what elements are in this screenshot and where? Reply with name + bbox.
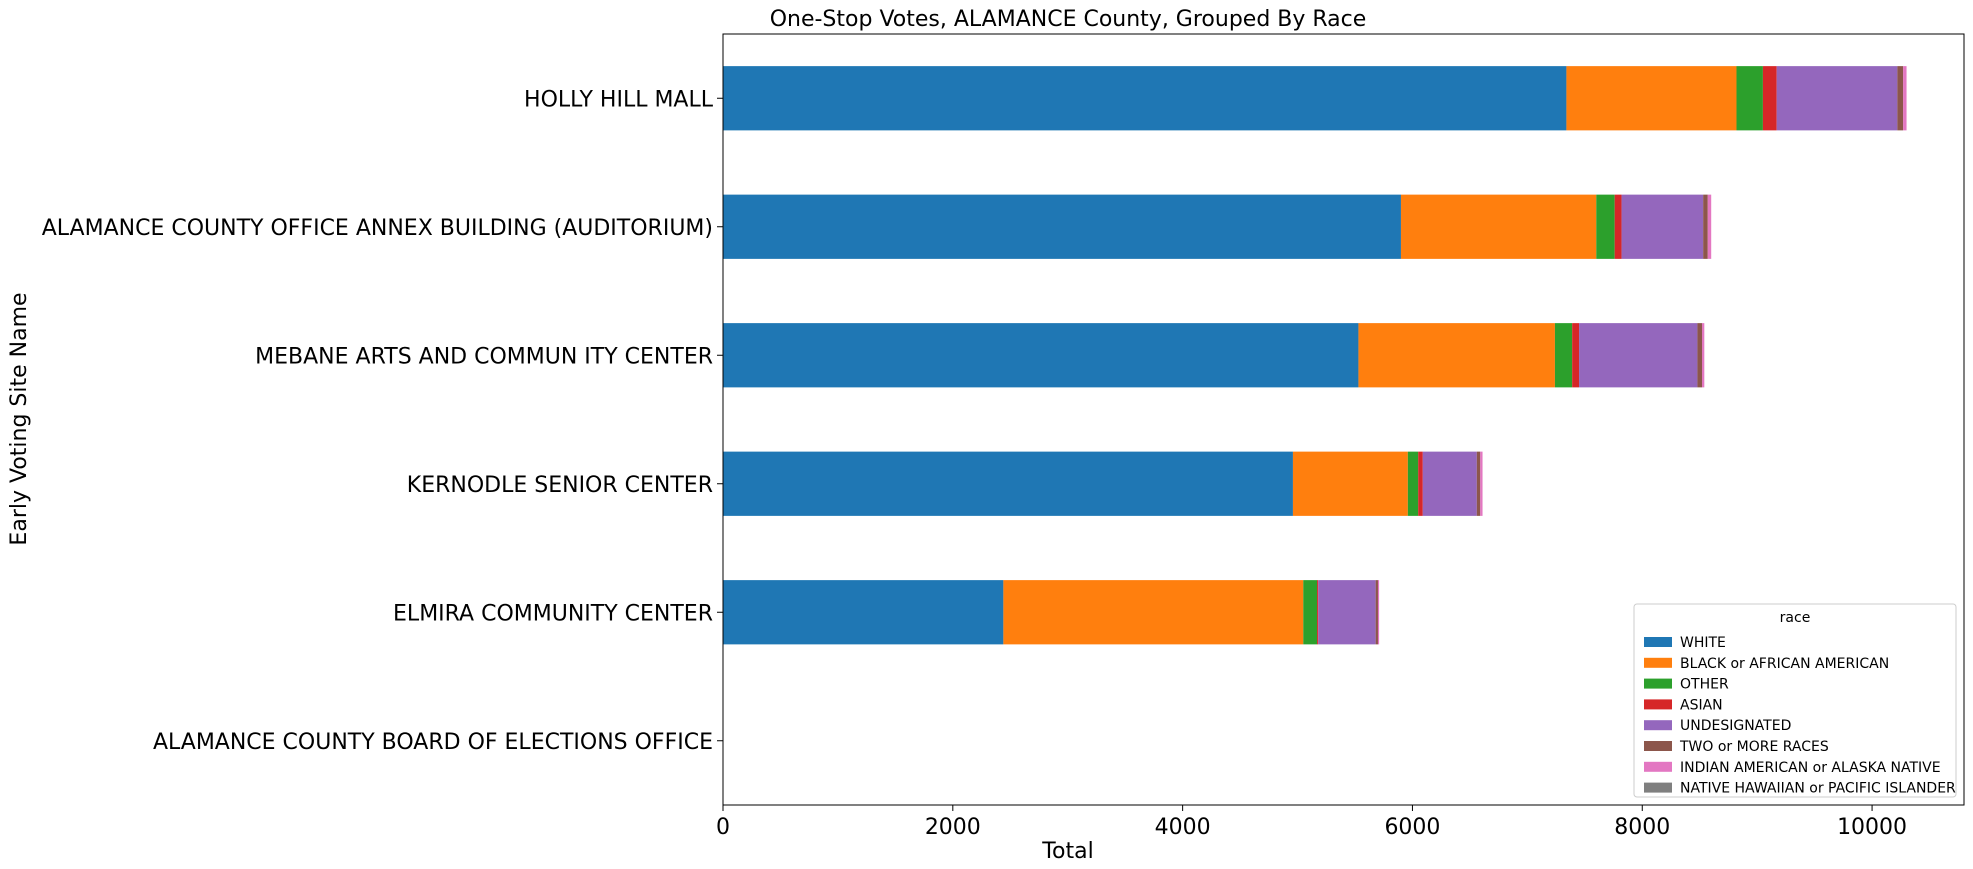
bar-segment bbox=[1303, 580, 1318, 645]
x-ticks-group: 0 2000 4000 6000 8000 10000 bbox=[716, 805, 1907, 840]
bar-segment bbox=[1897, 66, 1904, 131]
legend-label: TWO or MORE RACES bbox=[1679, 739, 1829, 755]
bar-segment bbox=[1317, 580, 1319, 645]
site-label: KERNODLE SENIOR CENTER bbox=[407, 473, 713, 498]
legend-label: WHITE bbox=[1680, 635, 1726, 651]
bar-segment bbox=[1614, 194, 1622, 259]
bar-segment bbox=[1418, 451, 1423, 516]
bar-segment bbox=[1566, 66, 1737, 131]
legend-box bbox=[1633, 603, 1957, 798]
legend-label: ASIAN bbox=[1680, 697, 1723, 713]
bar-segment bbox=[1480, 451, 1483, 516]
x-axis-title: Total bbox=[1041, 839, 1093, 864]
bar-segment bbox=[1318, 580, 1376, 645]
bar-segment bbox=[1697, 323, 1703, 388]
y-axis-title: Early Voting Site Name bbox=[7, 292, 32, 545]
bar-segment bbox=[1707, 194, 1712, 259]
bars-group bbox=[723, 66, 1907, 645]
x-tick-label: 6000 bbox=[1384, 815, 1440, 840]
legend-title: race bbox=[1780, 610, 1811, 626]
bar-segment bbox=[1596, 194, 1615, 259]
site-label: ALAMANCE COUNTY OFFICE ANNEX BUILDING (A… bbox=[42, 216, 713, 241]
legend-swatch bbox=[1644, 782, 1672, 793]
site-label: HOLLY HILL MALL bbox=[524, 87, 714, 112]
bar-segment bbox=[1422, 451, 1477, 516]
legend-swatch bbox=[1644, 699, 1672, 710]
legend-label: OTHER bbox=[1680, 677, 1729, 693]
bar-segment bbox=[723, 66, 1567, 131]
bar-segment bbox=[723, 194, 1401, 259]
legend-label: NATIVE HAWAIIAN or PACIFIC ISLANDER bbox=[1680, 781, 1956, 797]
bar-segment bbox=[1702, 323, 1705, 388]
legend-label: UNDESIGNATED bbox=[1680, 718, 1791, 734]
bar-segment bbox=[723, 323, 1359, 388]
x-tick-label: 10000 bbox=[1837, 815, 1907, 840]
legend-swatch bbox=[1644, 761, 1672, 772]
bar-segment bbox=[1554, 323, 1573, 388]
site-label: ALAMANCE COUNTY BOARD OF ELECTIONS OFFIC… bbox=[153, 730, 713, 755]
legend-swatch bbox=[1644, 637, 1672, 647]
x-tick-label: 4000 bbox=[1155, 815, 1211, 840]
legend-swatch bbox=[1644, 741, 1672, 751]
legend-label: INDIAN AMERICAN or ALASKA NATIVE bbox=[1680, 760, 1941, 776]
bar-segment bbox=[1703, 194, 1708, 259]
bar-segment bbox=[1572, 323, 1580, 388]
bar-segment bbox=[1762, 66, 1777, 131]
x-tick-label: 0 bbox=[716, 815, 730, 840]
site-labels-group: HOLLY HILL MALL ALAMANCE COUNTY OFFICE AN… bbox=[42, 87, 723, 755]
legend-swatch bbox=[1644, 720, 1672, 731]
bar-segment bbox=[1407, 451, 1419, 516]
bar-segment bbox=[1736, 66, 1763, 131]
site-label: MEBANE ARTS AND COMMUN ITY CENTER bbox=[255, 344, 713, 369]
bar-segment bbox=[1003, 580, 1304, 645]
x-tick-label: 2000 bbox=[925, 815, 981, 840]
bar-segment bbox=[1579, 323, 1698, 388]
x-tick-label: 8000 bbox=[1614, 815, 1670, 840]
legend-label: BLACK or AFRICAN AMERICAN bbox=[1680, 656, 1889, 672]
bar-segment bbox=[723, 451, 1293, 516]
bar-segment bbox=[1358, 323, 1555, 388]
legend-swatch bbox=[1644, 657, 1672, 668]
site-label: ELMIRA COMMUNITY CENTER bbox=[393, 601, 713, 626]
legend: race WHITE BLACK or AFRICAN AMERICAN OTHER A… bbox=[1633, 603, 1957, 798]
bar-segment bbox=[1621, 194, 1704, 259]
bar-segment bbox=[1292, 451, 1408, 516]
chart-title: One-Stop Votes, ALAMANCE County, Grouped… bbox=[770, 7, 1367, 32]
bar-segment bbox=[723, 580, 1004, 645]
bar-segment bbox=[1400, 194, 1597, 259]
bar-segment bbox=[1377, 580, 1380, 645]
bar-segment bbox=[1375, 580, 1378, 645]
legend-swatch bbox=[1644, 678, 1672, 689]
bar-segment bbox=[1903, 66, 1907, 131]
bar-segment bbox=[1476, 451, 1481, 516]
plot-frame bbox=[722, 33, 1965, 806]
bar-segment bbox=[1776, 66, 1898, 131]
